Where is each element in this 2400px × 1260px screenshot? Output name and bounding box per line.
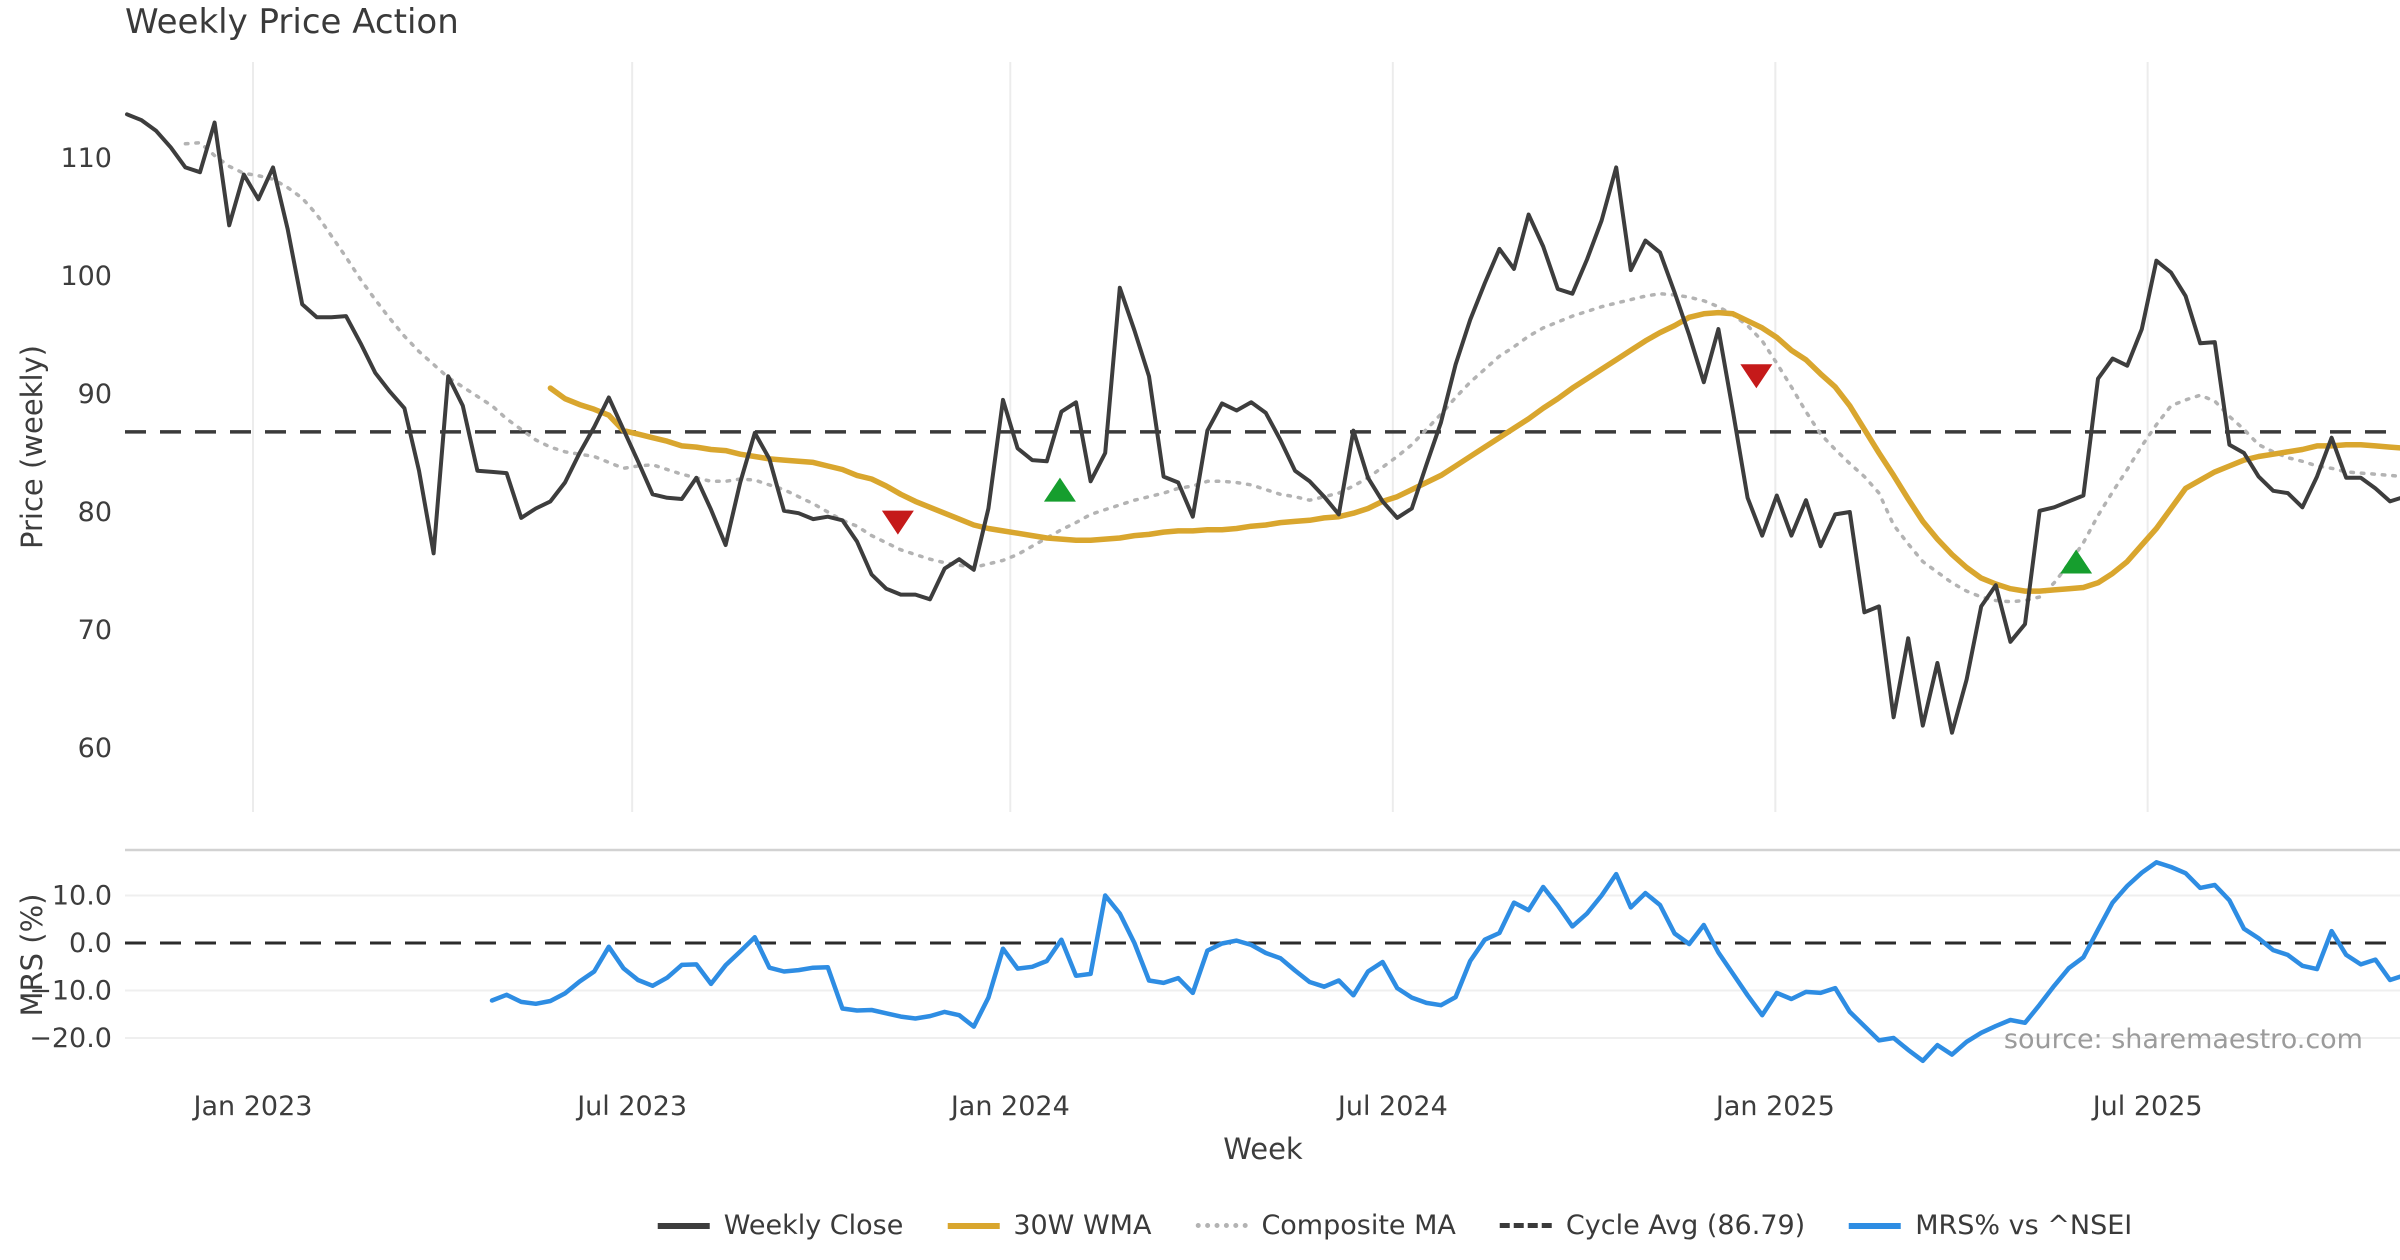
chart-title: Weekly Price Action xyxy=(125,2,459,42)
price-tick-label: 80 xyxy=(78,497,112,528)
mrs-tick-label: 10.0 xyxy=(52,881,112,912)
x-axis-label: Week xyxy=(1223,1132,1303,1166)
legend-item-composite-ma: Composite MA xyxy=(1195,1210,1456,1241)
legend-label: Cycle Avg (86.79) xyxy=(1565,1210,1806,1241)
legend-label: Weekly Close xyxy=(723,1210,904,1241)
buy-signal-marker-icon xyxy=(1043,477,1076,502)
legend-label: MRS% vs ^NSEI xyxy=(1915,1210,2133,1241)
legend-item-cycle-avg: Cycle Avg (86.79) xyxy=(1499,1210,1806,1241)
cycle-avg-swatch-icon xyxy=(1499,1223,1552,1228)
composite-ma-swatch-icon xyxy=(1195,1223,1248,1228)
month-tick-label: Jan 2025 xyxy=(1714,1091,1835,1122)
price-tick-label: 60 xyxy=(78,733,112,764)
legend-item-weekly-close: Weekly Close xyxy=(657,1210,904,1241)
price-tick-label: 100 xyxy=(60,261,112,292)
mrs-line-swatch-icon xyxy=(1849,1222,1902,1229)
mrs-tick-label: 0.0 xyxy=(69,928,112,959)
sell-signal-marker-icon xyxy=(881,510,914,535)
month-tick-label: Jul 2025 xyxy=(2091,1091,2203,1122)
price-axis-label: Price (weekly) xyxy=(15,344,49,550)
composite-ma-line xyxy=(183,140,2400,604)
price-tick-label: 110 xyxy=(60,143,112,174)
month-tick-label: Jan 2023 xyxy=(192,1091,313,1122)
month-tick-label: Jan 2024 xyxy=(949,1091,1070,1122)
mrs-axis-label: MRS (%) xyxy=(15,893,49,1017)
legend-label: 30W WMA xyxy=(1013,1210,1152,1241)
weekly-close-line-swatch-icon xyxy=(657,1222,710,1229)
legend-item-mrs: MRS% vs ^NSEI xyxy=(1849,1210,2132,1241)
price-tick-label: 90 xyxy=(78,379,112,410)
wma-30w-line xyxy=(547,309,2400,594)
mrs-tick-label: −10.0 xyxy=(29,976,112,1007)
month-tick-label: Jul 2024 xyxy=(1336,1091,1448,1122)
wma-line-swatch-icon xyxy=(947,1222,1000,1229)
mrs-line xyxy=(489,860,2400,1064)
chart-legend: Weekly Close 30W WMA Composite MA Cycle … xyxy=(657,1210,2132,1241)
sell-signal-marker-icon xyxy=(1740,364,1773,389)
legend-item-30w-wma: 30W WMA xyxy=(947,1210,1151,1241)
buy-signal-marker-icon xyxy=(2060,549,2093,574)
weekly-close-line xyxy=(125,112,2400,735)
month-tick-label: Jul 2023 xyxy=(575,1091,687,1122)
legend-label: Composite MA xyxy=(1261,1210,1456,1241)
source-credit: source: sharemaestro.com xyxy=(2003,1024,2363,1055)
price-tick-label: 70 xyxy=(78,615,112,646)
mrs-tick-label: −20.0 xyxy=(29,1023,112,1054)
